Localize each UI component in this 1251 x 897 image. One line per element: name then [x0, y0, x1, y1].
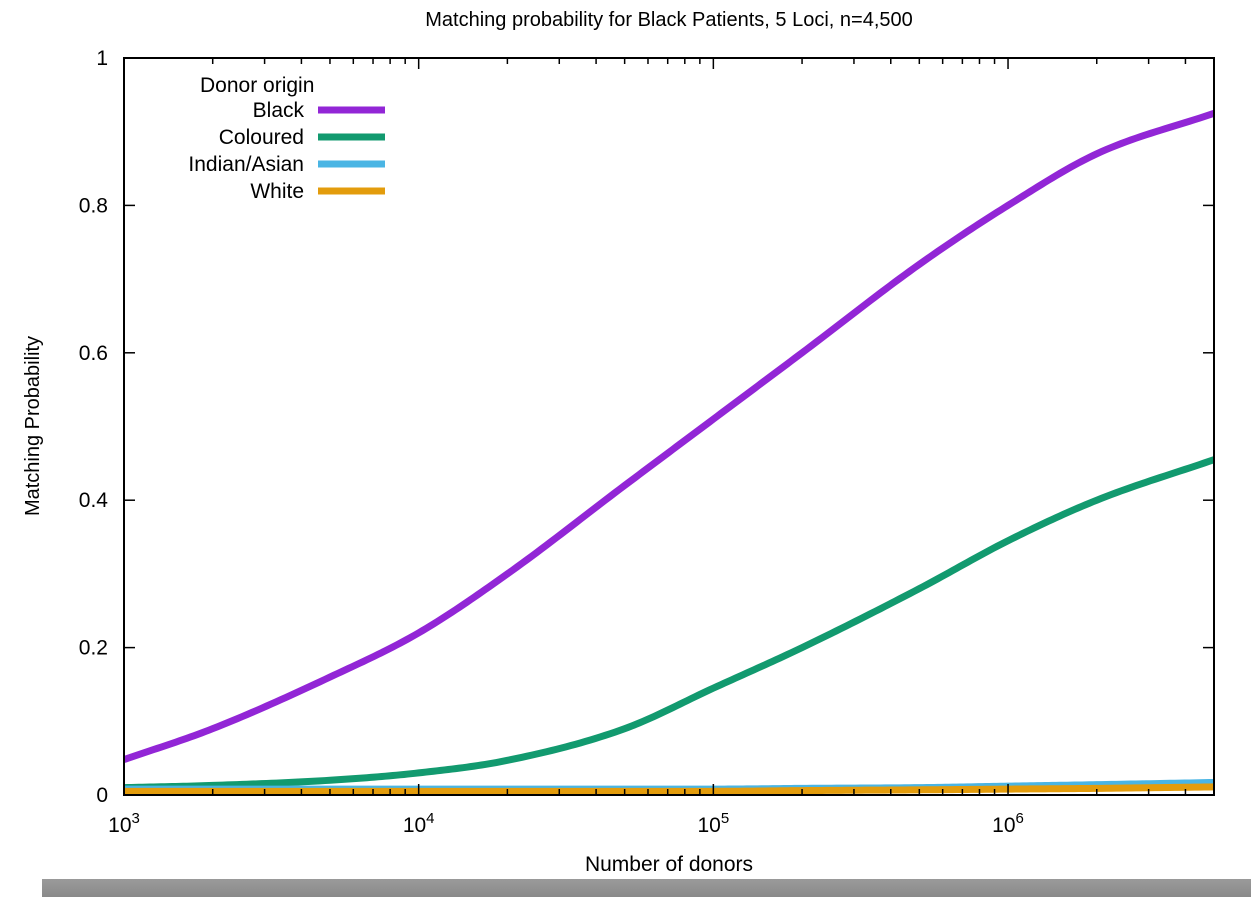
chart-title: Matching probability for Black Patients,…	[425, 9, 913, 31]
legend-entries: Black Coloured Indian/Asian White	[188, 99, 385, 203]
x-axis-label: Number of donors	[585, 853, 753, 876]
legend-label: Black	[253, 99, 305, 122]
legend-label: Indian/Asian	[188, 153, 304, 176]
series-line-black	[124, 109, 1214, 763]
series-line-white	[124, 783, 1214, 795]
y-tick-label: 0.4	[79, 489, 109, 512]
legend-label: White	[250, 180, 304, 203]
legend: Donor origin Black Coloured Indian/Asian Wh…	[188, 74, 385, 203]
plot-area	[124, 109, 1214, 795]
page-edge-shadow	[42, 879, 1251, 897]
x-tick-label: 106	[992, 810, 1024, 837]
series-line-coloured	[124, 456, 1214, 792]
x-tick-label: 105	[698, 810, 730, 837]
x-tick-label: 103	[108, 810, 140, 837]
legend-title: Donor origin	[200, 74, 314, 97]
y-tick-label: 1	[96, 47, 108, 70]
axes: 0 0.2 0.4 0.6 0.8 1 103 104 105 106	[79, 47, 1215, 837]
legend-label: Coloured	[219, 126, 304, 149]
y-tick-label: 0.6	[79, 342, 108, 365]
y-tick-label: 0.8	[79, 194, 108, 217]
y-tick-label: 0.2	[79, 637, 108, 660]
x-tick-label: 104	[403, 810, 435, 837]
y-tick-label: 0	[96, 784, 108, 807]
plot-frame	[123, 57, 1215, 796]
y-axis-label: Matching Probability	[22, 336, 44, 516]
